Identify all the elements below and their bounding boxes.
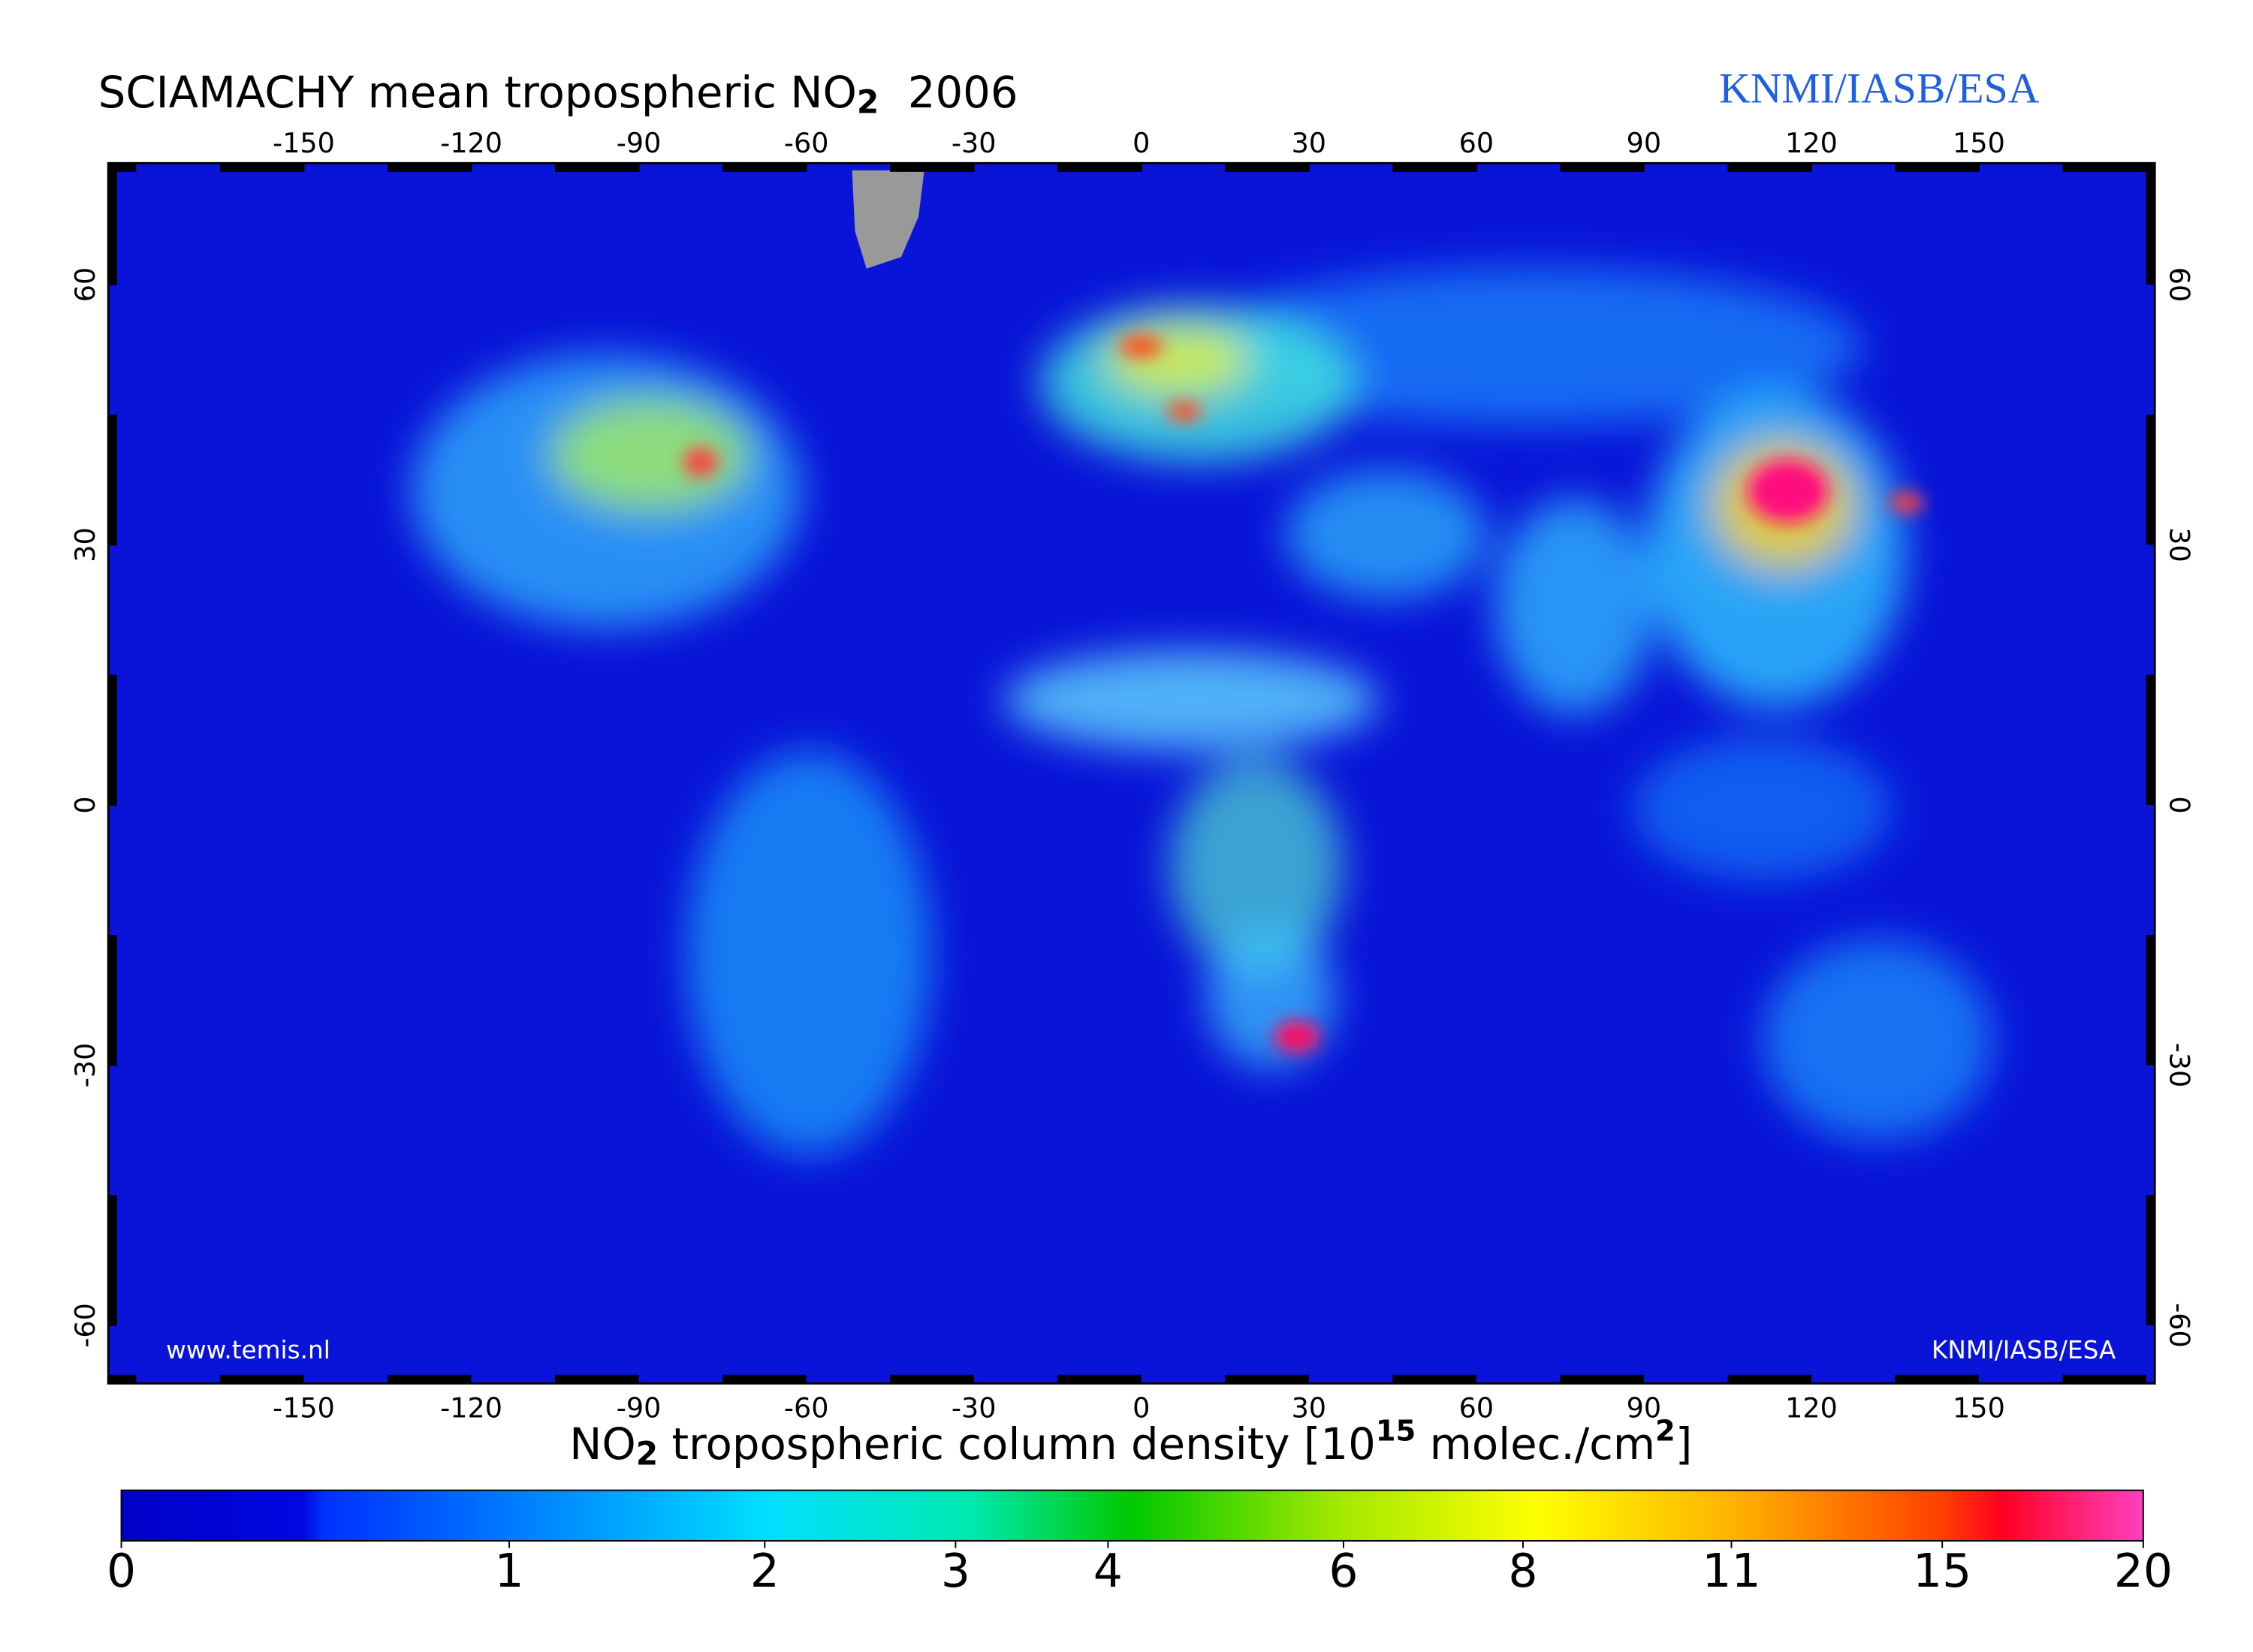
lat-tick-label: -60 (69, 1303, 101, 1348)
frame-segment (108, 163, 137, 172)
lon-tick-label: 0 (1133, 1391, 1150, 1424)
inner-credit: KNMI/IASB/ESA (1932, 1336, 2116, 1364)
frame-segment (387, 1374, 472, 1384)
colorbar-tick-label: 6 (1329, 1544, 1358, 1598)
colorbar-label: NO2 tropospheric column density [1015 mo… (569, 1414, 1692, 1472)
frame-segment (219, 163, 304, 172)
lon-tick-label: 150 (1953, 127, 2005, 159)
lon-tick-label: -60 (784, 127, 829, 159)
colorbar-tick-label: 20 (2114, 1544, 2173, 1598)
frame-segment (1225, 1374, 1309, 1384)
frame-segment (722, 1374, 807, 1384)
frame-segment (722, 163, 807, 172)
frame-segment (1392, 163, 1476, 172)
frame-ticks (108, 163, 2155, 1384)
lat-tick-label: -30 (2164, 1043, 2196, 1088)
lon-tick-label: -60 (784, 1391, 829, 1424)
lon-tick-label: 60 (1459, 127, 1494, 159)
frame-segment (219, 1374, 304, 1384)
frame-segment (555, 1374, 639, 1384)
lat-tick-label: 60 (69, 267, 101, 302)
no2-field (412, 267, 1993, 1156)
credit: KNMI/IASB/ESA (1719, 65, 2040, 112)
lon-tick-label: -30 (952, 1391, 997, 1424)
frame-segment (1727, 1374, 1811, 1384)
map (108, 163, 2155, 1384)
frame-segment (1057, 1374, 1142, 1384)
frame-segment (1895, 163, 1980, 172)
lon-tick-label: -30 (952, 127, 997, 159)
colorbar-tick-label: 0 (107, 1544, 136, 1598)
lon-tick-label: -150 (273, 127, 335, 159)
lon-tick-label: -90 (617, 127, 662, 159)
frame-segment (1225, 163, 1309, 172)
lon-tick-label: 150 (1953, 1391, 2005, 1424)
colorbar-tick-label: 15 (1913, 1544, 1971, 1598)
frame-segment (2062, 163, 2147, 172)
lon-tick-label: -150 (273, 1391, 335, 1424)
frame-segment (387, 163, 472, 172)
lon-tick-label: 120 (1785, 127, 1838, 159)
frame-segment (1895, 1374, 1980, 1384)
lon-tick-label: 60 (1459, 1391, 1494, 1424)
lon-tick-label: -120 (440, 1391, 502, 1424)
colorbar-tick-label: 3 (941, 1544, 970, 1598)
lon-tick-label: 0 (1133, 127, 1150, 159)
no-data (852, 170, 924, 269)
lat-tick-label: 60 (2164, 267, 2196, 302)
lat-tick-label: -60 (2164, 1303, 2196, 1348)
lat-tick-label: 0 (69, 796, 101, 813)
colorbar (120, 1489, 2144, 1542)
frame-segment (108, 674, 117, 805)
frame-segment (108, 935, 117, 1066)
frame-segment (108, 1374, 137, 1384)
frame-segment (555, 163, 639, 172)
frame-segment (1392, 1374, 1476, 1384)
frame-segment (108, 163, 117, 285)
colorbar-tick-label: 4 (1093, 1544, 1123, 1598)
lon-tick-label: 120 (1785, 1391, 1838, 1424)
colorbar-tick-label: 1 (494, 1544, 523, 1598)
frame-segment (108, 1195, 117, 1325)
colorbar-tick-label: 2 (750, 1544, 780, 1598)
lat-tick-label: 0 (2164, 796, 2196, 813)
colorbar-tick-label: 8 (1508, 1544, 1537, 1598)
lon-tick-label: 90 (1627, 127, 1661, 159)
colorbar-tick-label: 11 (1702, 1544, 1760, 1598)
frame-segment (890, 1374, 974, 1384)
hotspots (683, 335, 1924, 1053)
frame-segment (2146, 1195, 2155, 1325)
frame-segment (890, 163, 974, 172)
lon-tick-label: -120 (440, 127, 502, 159)
frame-segment (2062, 1374, 2147, 1384)
lon-tick-label: 30 (1292, 1391, 1326, 1424)
lon-tick-label: -90 (617, 1391, 662, 1424)
frame-segment (108, 415, 117, 545)
frame-segment (2146, 935, 2155, 1066)
lon-tick-label: 30 (1292, 127, 1326, 159)
frame-segment (1727, 163, 1811, 172)
frame-segment (1560, 1374, 1644, 1384)
lon-tick-label: 90 (1627, 1391, 1661, 1424)
frame-segment (2146, 415, 2155, 545)
frame-segment (2146, 163, 2155, 285)
lat-tick-label: 30 (69, 527, 101, 562)
lat-tick-label: 30 (2164, 527, 2196, 562)
frame-segment (1560, 163, 1644, 172)
website: www.temis.nl (166, 1336, 330, 1364)
frame-segment (2146, 674, 2155, 805)
lat-tick-label: -30 (69, 1043, 101, 1088)
frame-segment (1057, 163, 1142, 172)
title: SCIAMACHY mean tropospheric NO2 2006 (98, 67, 1018, 120)
